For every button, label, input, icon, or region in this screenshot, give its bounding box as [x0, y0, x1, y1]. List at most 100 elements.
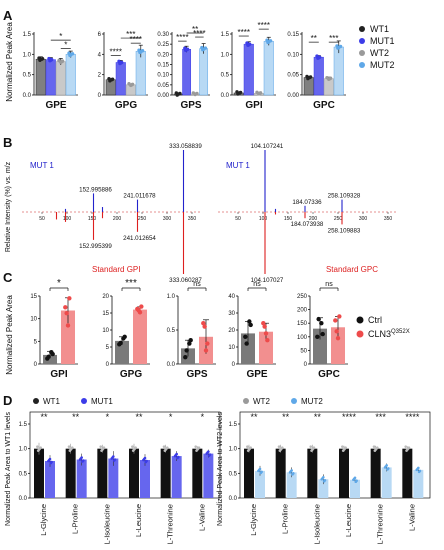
panelD-dot: [47, 458, 51, 462]
panelD-right-frame: [239, 411, 431, 499]
panelC-legend-dot-Ctrl: [356, 316, 364, 324]
panelC-dot: [139, 304, 144, 309]
panelC-dot: [67, 296, 72, 301]
panelD-dot: [131, 445, 134, 448]
panelA-title-GPI: GPI: [245, 100, 262, 111]
panelA-ylabel: Normalized Peak Area: [5, 22, 14, 102]
panelA-dot: [335, 44, 339, 48]
panelC-tick-label: 5: [34, 339, 38, 345]
panelA-bar-MUT1: [45, 59, 56, 96]
panelD-left-frame: [29, 411, 221, 499]
panelC-dot: [188, 338, 193, 343]
panelB-peak-label: 258.109883: [328, 227, 361, 234]
panelD-category-label: L-Threonine: [376, 504, 385, 544]
panelD-bar-WT2: [307, 448, 318, 498]
panelD-bar-WT1: [160, 448, 171, 498]
panelD-dot: [310, 449, 313, 452]
panelD-dot: [341, 445, 344, 448]
panelD-dot: [175, 452, 178, 456]
panelA-legend-MUT2: MUT2: [370, 60, 395, 70]
panelA-dot: [308, 75, 313, 79]
panelB-peak-label: 104.107241: [251, 143, 284, 150]
panelA-dot: [48, 59, 52, 63]
panelC-dot: [63, 305, 68, 310]
panelD-dot: [260, 470, 263, 474]
panelA-bar-MUT2: [135, 51, 146, 96]
panelD-dot: [406, 448, 409, 451]
panelC-tick-label: 200: [297, 308, 308, 314]
panelD-dot: [246, 445, 249, 448]
panelC-dot: [337, 314, 342, 319]
panelD-tick-label: 0.5: [19, 471, 28, 477]
panelD-dot: [36, 445, 39, 448]
panelA-dot: [175, 93, 179, 97]
panelB-xtick-label: 50: [39, 216, 45, 222]
panelC-dot: [319, 321, 324, 326]
panelD-dot: [133, 447, 137, 450]
panelA-dot: [67, 51, 71, 55]
panelA-dot: [325, 75, 329, 80]
panelD-bar-WT1: [65, 448, 76, 498]
panelC-sig-label: *: [57, 278, 61, 289]
panelD-dot: [278, 449, 282, 452]
panelC-dot: [122, 334, 127, 339]
panelD-dot: [352, 478, 355, 482]
panelA-bar-MUT2: [199, 48, 209, 96]
panelC-dot: [203, 348, 209, 353]
panelD-legend-WT1: WT1: [43, 397, 60, 406]
panelD-bar-MUT1: [140, 460, 150, 498]
panelC-dot: [333, 318, 338, 323]
panelC-bar-Ctrl: [43, 354, 57, 364]
panelD-dot: [81, 460, 84, 463]
panelB-xtick-label: 200: [113, 216, 122, 222]
panelD-dot: [206, 451, 209, 454]
panelC-tick-label: 0: [304, 362, 308, 368]
panelA-bar-MUT2: [333, 46, 344, 96]
panelA-legend-WT1: WT1: [370, 24, 389, 34]
panelB-xtick-label: 300: [163, 216, 172, 222]
panelD-dot: [249, 446, 252, 449]
panelA-bar-MUT2: [65, 54, 76, 96]
panelB-top-label: MUT 1: [30, 161, 54, 170]
panelC-dot: [183, 355, 188, 360]
panelD-dot: [404, 445, 408, 448]
panelA-legend-dot-MUT1: [359, 38, 365, 44]
panelA-title-GPC: GPC: [313, 100, 335, 111]
panelD-dot: [322, 475, 325, 479]
panelA-dot: [236, 92, 240, 96]
panelD-left-ylabel: Normalized Peak Area to WT1 levels: [5, 412, 12, 526]
panelB-top-label: MUT 1: [226, 161, 250, 170]
panelB-xtick-label: 350: [384, 216, 393, 222]
panelC-title-GPE: GPE: [246, 369, 267, 380]
panelA-tick-label: 0.5: [23, 73, 32, 79]
panelD-bar-WT1: [34, 448, 44, 498]
panelD-legend-dot-MUT2: [291, 398, 297, 404]
panelD-dot: [386, 467, 390, 470]
panelD-sig-label: *: [169, 412, 173, 422]
panelD-dot: [416, 467, 419, 471]
panelB-peak-label: 241.012654: [123, 235, 156, 242]
panelD-dot: [67, 445, 71, 448]
panelD-tick-label: 1.5: [19, 422, 28, 428]
panelD-bar-MUT2: [255, 470, 265, 498]
panelD-dot: [291, 473, 294, 476]
panelC-tick-label: 100: [297, 335, 308, 341]
panelC-bar-Ctrl: [115, 340, 129, 364]
panelD-dot: [37, 448, 41, 451]
panelB-peak-label: 152.995886: [79, 186, 112, 193]
panelA-dot: [38, 58, 42, 62]
panelA-dot: [57, 58, 61, 63]
panelA-sig-label: **: [311, 34, 317, 43]
panelC-ylabel: Normalized Peak Area: [5, 295, 14, 375]
panelB-xtick-label: 200: [309, 216, 318, 222]
panelD-dot: [277, 445, 281, 448]
panelA-tick-label: 1.0: [221, 52, 230, 58]
panelD-bar-MUT2: [350, 479, 360, 498]
panelD-right-ylabel: Normalized Peak Area to WT2 levels: [217, 412, 224, 526]
panelA-dot: [255, 90, 259, 94]
panelA-sig-label: ****: [176, 33, 188, 42]
panelD-dot: [100, 449, 103, 452]
panelA-tick-label: 0.05: [157, 83, 169, 89]
panelA-sig-label: ****: [258, 21, 270, 30]
